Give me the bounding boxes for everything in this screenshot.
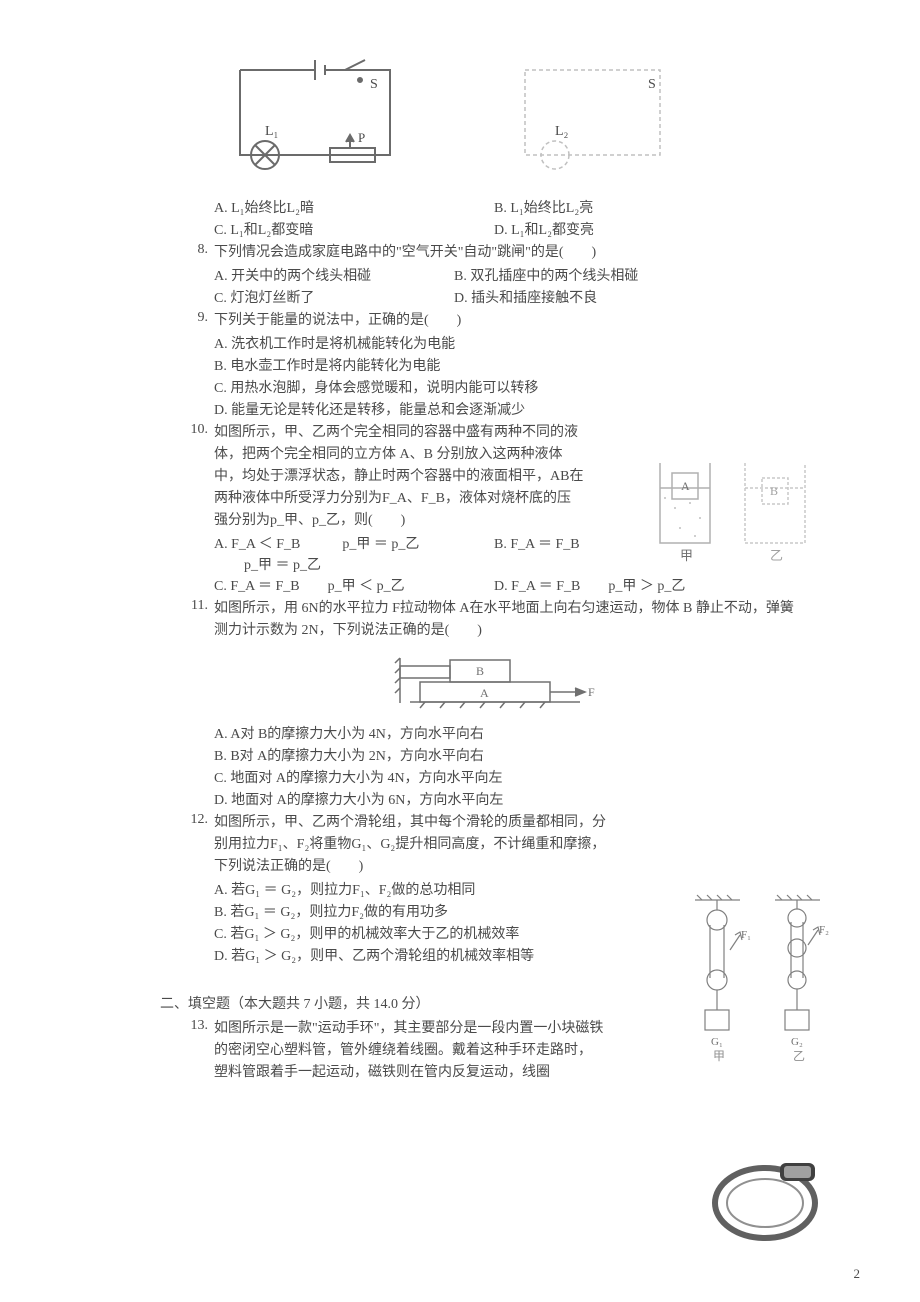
q11-opt-b: B. B对 A的摩擦力大小为 2N，方向水平向右 [214, 746, 800, 768]
label-s-right: S [648, 77, 656, 92]
q7-options-row1: A. L₁始终比L₂暗 B. L₁始终比L₂亮 [214, 198, 800, 220]
label-s-left: S [370, 77, 378, 92]
q12-fig-g1: G₁ [711, 1036, 723, 1048]
q11-opt-c: C. 地面对 A的摩擦力大小为 4N，方向水平向左 [214, 768, 800, 790]
q8-opt-b: B. 双孔插座中的两个线头相碰 [454, 266, 800, 288]
q9-opt-b: B. 电水壶工作时是将内能转化为电能 [214, 356, 800, 378]
circuit-left-svg: L₁ S P [220, 50, 410, 180]
q9-number: 9. [180, 310, 208, 326]
q11-figure: B A F [180, 648, 800, 718]
q8-opt-d: D. 插头和插座接触不良 [454, 288, 800, 310]
q9-opt-d: D. 能量无论是转化还是转移，能量总和会逐渐减少 [214, 400, 800, 422]
q10-row2: C. F_A ＝ F_B p_甲 ＜ p_乙 D. F_A ＝ F_B p_甲 … [214, 576, 800, 598]
q13-number: 13. [180, 1018, 208, 1034]
q12-fig-g2: G₂ [791, 1036, 803, 1048]
q11-stem: 如图所示，用 6N的水平拉力 F拉动物体 A在水平地面上向右匀速运动，物体 B … [214, 598, 800, 642]
q10-fig-a: A [681, 479, 690, 493]
q8-row2: C. 灯泡灯丝断了 D. 插头和插座接触不良 [214, 288, 800, 310]
page-number: 2 [854, 1266, 861, 1282]
label-l2: L₂ [555, 124, 569, 139]
q9: 9. 下列关于能量的说法中，正确的是( ) [180, 310, 800, 332]
q7-opt-d: D. L₁和L₂都变亮 [494, 220, 800, 242]
q12-number: 12. [180, 812, 208, 828]
q8-number: 8. [180, 242, 208, 258]
q9-stem: 下列关于能量的说法中，正确的是( ) [214, 310, 800, 332]
q12-fig-jia: 甲 [713, 1049, 725, 1063]
q9-opt-c: C. 用热水泡脚，身体会感觉暖和，说明内能可以转移 [214, 378, 800, 400]
q10-number: 10. [180, 422, 208, 438]
q8-opt-a: A. 开关中的两个线头相碰 [214, 266, 454, 288]
label-l1: L₁ [265, 124, 278, 139]
q10-fig-jia: 甲 [680, 548, 693, 563]
q7-circuit-figures: L₁ S P L₂ S [220, 50, 920, 180]
q11-fig-a: A [480, 686, 489, 700]
q12-fig-yi: 乙 [793, 1049, 805, 1063]
q11-number: 11. [180, 598, 208, 614]
q8-row1: A. 开关中的两个线头相碰 B. 双孔插座中的两个线头相碰 [214, 266, 800, 288]
circuit-right-svg: L₂ S [510, 50, 680, 180]
q11-opt-a: A. A对 B的摩擦力大小为 4N，方向水平向右 [214, 724, 800, 746]
q10-fig-b: B [770, 484, 778, 498]
q7-opt-c: C. L₁和L₂都变暗 [214, 220, 494, 242]
q12-stem: 如图所示，甲、乙两个滑轮组，其中每个滑轮的质量都相同，分别用拉力F₁、F₂将重物… [214, 812, 614, 878]
q8-stem: 下列情况会造成家庭电路中的"空气开关"自动"跳闸"的是( ) [214, 242, 800, 264]
q11: 11. 如图所示，用 6N的水平拉力 F拉动物体 A在水平地面上向右匀速运动，物… [180, 598, 800, 642]
q11-fig-b: B [476, 664, 484, 678]
q8: 8. 下列情况会造成家庭电路中的"空气开关"自动"跳闸"的是( ) [180, 242, 800, 264]
q11-fig-f: F [588, 685, 595, 699]
q13-stem: 如图所示是一款"运动手环"，其主要部分是一段内置一小块磁铁的密闭空心塑料管，管外… [214, 1018, 604, 1084]
q8-opt-c: C. 灯泡灯丝断了 [214, 288, 454, 310]
q10-opt-d: D. F_A ＝ F_B p_甲 ＞ p_乙 [494, 576, 800, 598]
q7-opt-a: A. L₁始终比L₂暗 [214, 198, 494, 220]
q10-opt-c: C. F_A ＝ F_B p_甲 ＜ p_乙 [214, 576, 494, 598]
q10-stem: 如图所示，甲、乙两个完全相同的容器中盛有两种不同的液体，把两个完全相同的立方体 … [214, 422, 584, 532]
q10-opt-a: A. F_A ＜ F_B p_甲 ＝ p_乙 [214, 534, 494, 556]
q12-fig-f2: F₂ [819, 924, 829, 936]
q10-fig-yi: 乙 [770, 548, 783, 563]
q12: 12. 如图所示，甲、乙两个滑轮组，其中每个滑轮的质量都相同，分别用拉力F₁、F… [180, 812, 800, 878]
q13-figure [700, 1148, 830, 1253]
q12-fig-f1: F₁ [741, 929, 751, 941]
q12-figure: F₁ G₁ 甲 F₂ G₂ 乙 [685, 890, 835, 1075]
q7-options-row2: C. L₁和L₂都变暗 D. L₁和L₂都变亮 [214, 220, 800, 242]
q7-opt-b: B. L₁始终比L₂亮 [494, 198, 800, 220]
q9-opt-a: A. 洗衣机工作时是将机械能转化为电能 [214, 334, 800, 356]
q10-figure: A 甲 B 乙 [650, 448, 820, 573]
q11-opt-d: D. 地面对 A的摩擦力大小为 6N，方向水平向左 [214, 790, 800, 812]
label-p: P [358, 130, 365, 145]
